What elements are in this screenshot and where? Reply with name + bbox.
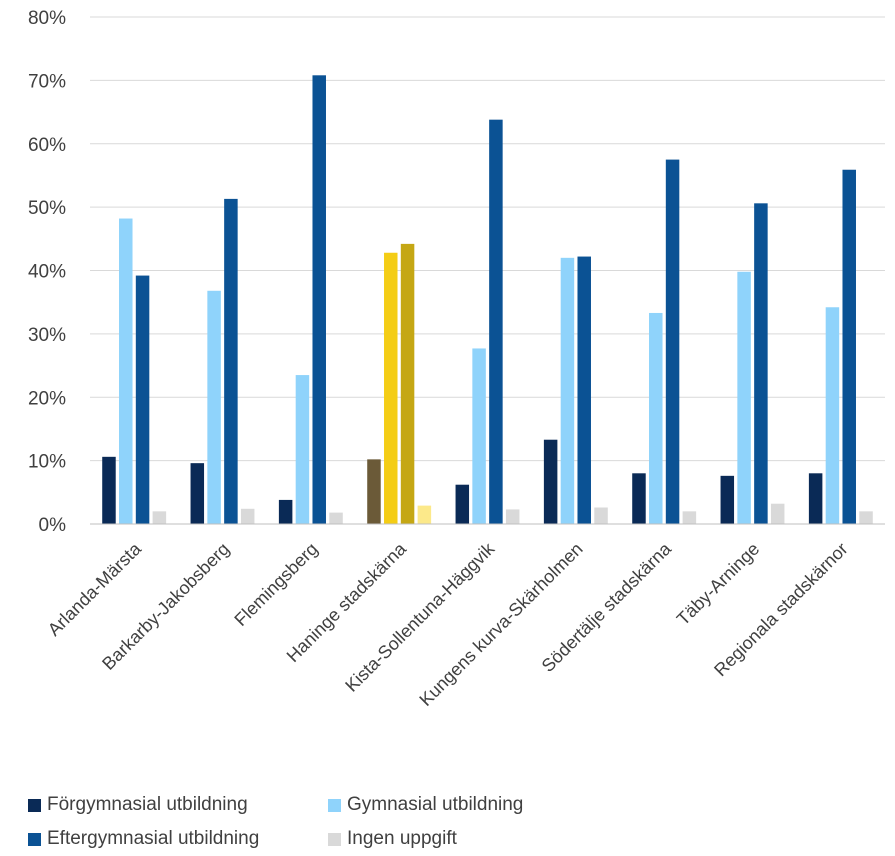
bar [384, 252, 398, 524]
bar [329, 512, 343, 524]
bar [489, 119, 503, 524]
bar [808, 473, 823, 524]
bar [543, 439, 558, 524]
legend-label: Förgymnasial utbildning [47, 794, 248, 815]
y-tick-label: 30% [28, 325, 66, 346]
y-tick-label: 60% [28, 135, 66, 156]
bar [295, 375, 310, 524]
bar [737, 271, 751, 524]
bar [207, 290, 221, 524]
y-axis-ticks: 0% 10% 20% 30% 40% 50% 60% 70% 80% [28, 8, 66, 536]
y-tick-label: 40% [28, 262, 66, 283]
bar [770, 503, 785, 524]
bar [417, 505, 432, 524]
legend-item-forgymnasial: Förgymnasial utbildning [28, 794, 328, 816]
y-tick-label: 10% [28, 452, 66, 473]
bar [278, 499, 293, 524]
bar [859, 511, 873, 524]
bar [754, 203, 768, 524]
legend-item-eftergymnasial: Eftergymnasial utbildning [28, 828, 328, 850]
bar [560, 257, 575, 524]
y-tick-label: 0% [39, 515, 67, 536]
bar [455, 484, 470, 524]
legend-swatch [28, 798, 41, 812]
bar [312, 75, 326, 525]
y-tick-label: 50% [28, 198, 66, 219]
gridlines [90, 16, 885, 462]
x-category-label: Täby-Arninge [673, 539, 764, 630]
x-category-label: Kista-Sollentuna-Häggvik [341, 538, 499, 696]
legend-swatch [328, 798, 341, 812]
x-category-label: Arlanda-Märsta [44, 538, 146, 640]
legend-label: Eftergymnasial utbildning [47, 828, 260, 849]
legend: Förgymnasial utbildning Gymnasial utbild… [28, 788, 648, 856]
bar [505, 509, 520, 524]
y-tick-label: 70% [28, 71, 66, 92]
bar [472, 348, 486, 524]
x-category-label: Kungens kurva-Skärholmen [415, 539, 586, 710]
bar [720, 475, 735, 524]
bar [842, 169, 856, 524]
legend-label: Ingen uppgift [347, 828, 457, 849]
x-axis-categories: Arlanda-MärstaBarkarby-JakobsbergFleming… [44, 538, 852, 710]
bar [825, 307, 840, 524]
legend-row: Förgymnasial utbildning Gymnasial utbild… [28, 788, 648, 822]
bar [632, 473, 646, 524]
bar [102, 456, 116, 524]
legend-row: Eftergymnasial utbildning Ingen uppgift [28, 822, 648, 856]
legend-swatch [28, 832, 41, 846]
bar [135, 275, 150, 524]
bar [367, 459, 381, 524]
legend-label: Gymnasial utbildning [347, 794, 524, 815]
bars [102, 75, 873, 525]
y-tick-label: 80% [28, 8, 66, 29]
bar-chart: 0% 10% 20% 30% 40% 50% 60% 70% 80% Arlanda-Märst… [28, 8, 885, 710]
bar [224, 198, 238, 525]
bar [649, 312, 663, 524]
bar [119, 218, 133, 524]
legend-swatch [328, 832, 341, 846]
bar [577, 256, 591, 524]
legend-item-gymnasial: Gymnasial utbildning [328, 794, 523, 816]
bar [152, 511, 167, 524]
bar [665, 159, 680, 524]
bar [190, 463, 205, 524]
bar [594, 507, 608, 524]
bar [400, 243, 415, 524]
bar [682, 511, 697, 524]
y-tick-label: 20% [28, 388, 66, 409]
legend-item-ingen-uppgift: Ingen uppgift [328, 828, 457, 850]
x-category-label: Flemingsberg [230, 539, 321, 630]
bar [240, 508, 255, 524]
